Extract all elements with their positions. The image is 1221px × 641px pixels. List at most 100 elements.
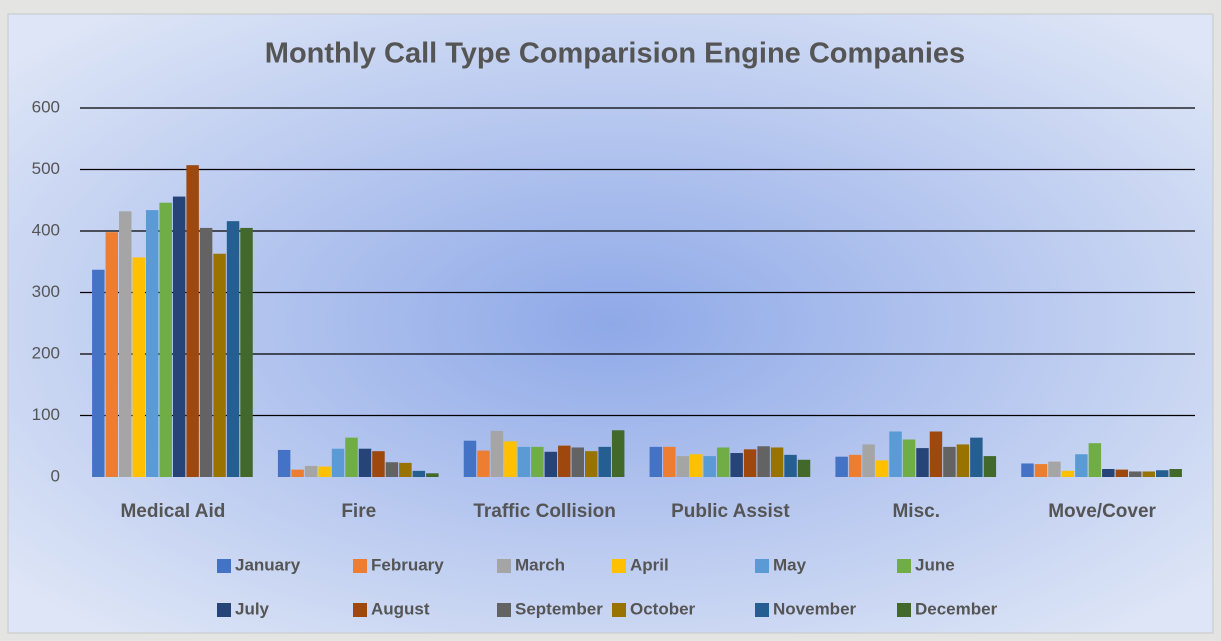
- legend-swatch: [497, 603, 511, 617]
- bar: [517, 446, 531, 477]
- bar: [463, 440, 477, 477]
- bar: [385, 462, 399, 477]
- bar: [571, 447, 585, 477]
- y-tick-label: 300: [32, 282, 60, 301]
- bar: [490, 430, 504, 477]
- y-tick-label: 0: [51, 466, 60, 485]
- legend-label: November: [773, 599, 857, 618]
- bar: [943, 446, 956, 477]
- bar: [1142, 471, 1155, 477]
- bar: [757, 446, 770, 477]
- bar: [1034, 464, 1048, 477]
- bar: [213, 253, 226, 477]
- bar: [663, 446, 676, 477]
- bar: [504, 441, 517, 477]
- bar: [1169, 469, 1182, 477]
- bar: [929, 431, 943, 477]
- x-tick-label: Move/Cover: [1048, 501, 1156, 522]
- bar: [304, 465, 318, 477]
- bar: [743, 449, 757, 477]
- bar: [372, 451, 385, 477]
- bar: [1155, 470, 1169, 477]
- chart-title: Monthly Call Type Comparision Engine Com…: [265, 38, 965, 70]
- bar: [902, 439, 916, 477]
- bar: [848, 454, 862, 477]
- bar: [145, 210, 159, 477]
- bar: [875, 460, 889, 477]
- bar: [703, 456, 716, 477]
- bar: [689, 454, 703, 477]
- bar: [835, 456, 848, 477]
- x-tick-label: Fire: [341, 501, 376, 522]
- y-tick-label: 400: [32, 220, 60, 239]
- bar: [585, 451, 598, 477]
- bar: [770, 447, 784, 477]
- legend-swatch: [497, 559, 511, 573]
- bar: [1115, 469, 1129, 477]
- bar: [172, 196, 186, 477]
- y-tick-label: 500: [32, 159, 60, 178]
- legend-label: March: [515, 555, 565, 574]
- bar: [862, 444, 875, 477]
- bar: [649, 446, 663, 477]
- x-tick-label: Misc.: [892, 501, 940, 522]
- legend-swatch: [612, 559, 626, 573]
- legend-swatch: [217, 559, 231, 573]
- y-tick-label: 200: [32, 343, 60, 362]
- legend-label: February: [371, 555, 444, 574]
- bar: [1102, 469, 1115, 477]
- bar: [916, 448, 929, 477]
- x-tick-label: Public Assist: [671, 501, 790, 522]
- bar: [159, 202, 172, 477]
- bar: [784, 454, 797, 477]
- legend-label: June: [915, 555, 955, 574]
- legend-swatch: [612, 603, 626, 617]
- bar: [611, 430, 625, 477]
- bar: [676, 456, 689, 477]
- bar: [399, 462, 412, 477]
- bar: [318, 466, 331, 477]
- legend-label: April: [630, 555, 669, 574]
- bar: [477, 450, 490, 477]
- bar: [412, 470, 426, 477]
- bar: [730, 453, 743, 477]
- legend-label: January: [235, 555, 301, 574]
- bar: [105, 232, 119, 477]
- x-tick-label: Traffic Collision: [473, 501, 616, 522]
- bar: [1088, 443, 1102, 477]
- legend-label: December: [915, 599, 998, 618]
- bar: [558, 445, 571, 477]
- bar: [983, 456, 997, 477]
- bar: [291, 469, 304, 477]
- legend-swatch: [897, 603, 911, 617]
- bar: [1021, 463, 1034, 477]
- bar: [119, 211, 132, 477]
- bar: [544, 451, 558, 477]
- legend-swatch: [217, 603, 231, 617]
- bar: [1129, 471, 1142, 477]
- bar: [1048, 461, 1061, 477]
- legend-label: September: [515, 599, 603, 618]
- legend-label: August: [371, 599, 430, 618]
- bar: [1061, 470, 1075, 477]
- legend-label: October: [630, 599, 696, 618]
- bar: [716, 447, 730, 477]
- bar: [970, 437, 983, 477]
- bar: [531, 446, 544, 477]
- legend-swatch: [755, 559, 769, 573]
- bar: [186, 165, 199, 477]
- bar: [92, 269, 105, 477]
- bar: [345, 437, 358, 477]
- y-tick-label: 100: [32, 405, 60, 424]
- bar: [240, 227, 253, 477]
- bar: [1075, 454, 1088, 477]
- bar: [132, 257, 145, 477]
- bar: [956, 444, 970, 477]
- legend-label: May: [773, 555, 807, 574]
- bar: [426, 473, 439, 477]
- bar: [199, 227, 213, 477]
- bar: [797, 459, 811, 477]
- bar: [598, 446, 611, 477]
